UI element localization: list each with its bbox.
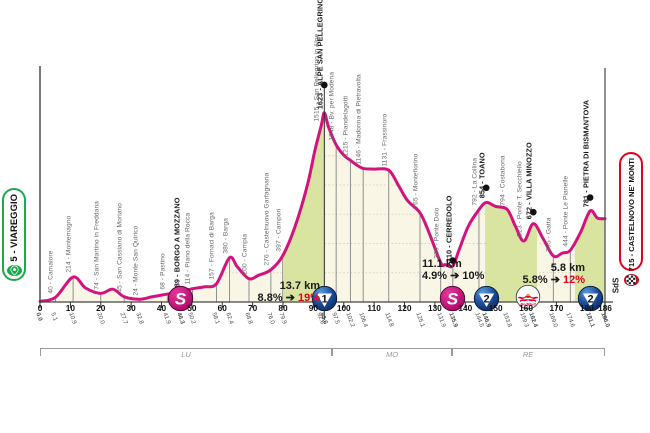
svg-text:S: S <box>175 289 187 308</box>
svg-text:1: 1 <box>321 293 327 305</box>
